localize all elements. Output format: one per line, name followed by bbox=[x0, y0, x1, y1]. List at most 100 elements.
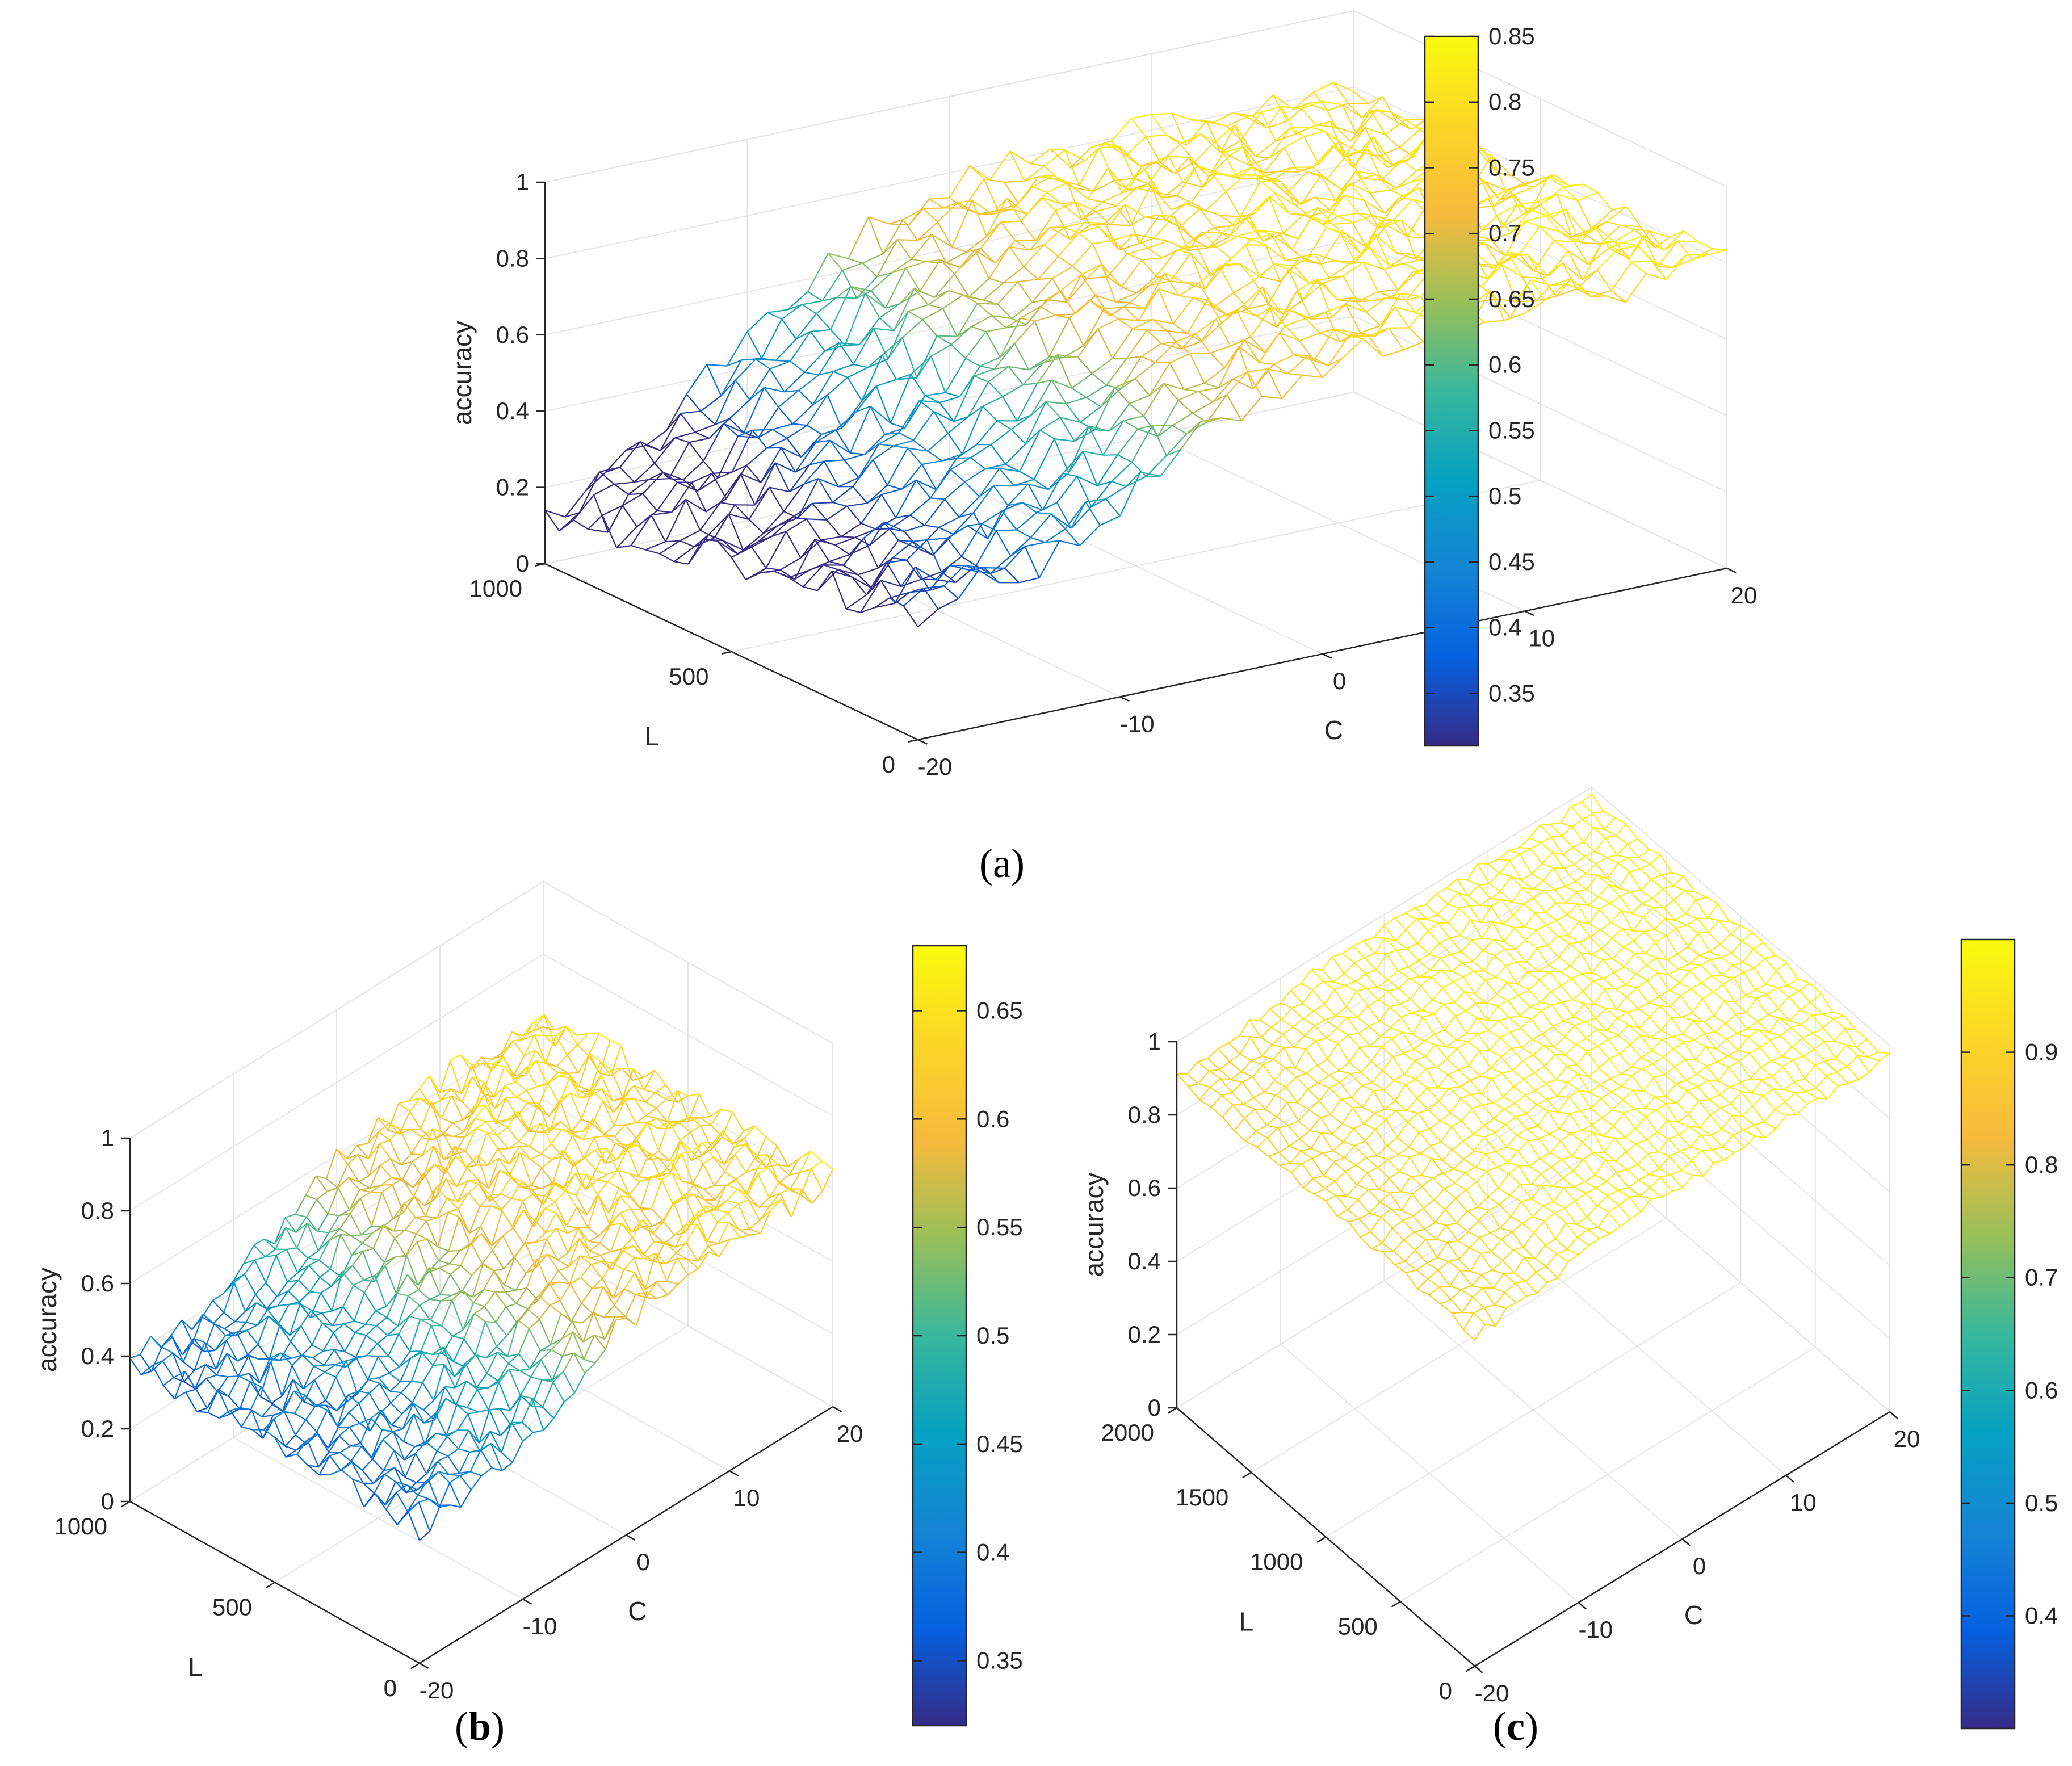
mesh-segment bbox=[1378, 1006, 1390, 1022]
mesh-segment bbox=[463, 1339, 476, 1356]
mesh-segment bbox=[1153, 237, 1168, 242]
mesh-segment bbox=[565, 1027, 578, 1046]
mesh-segment bbox=[416, 1220, 427, 1235]
mesh-segment bbox=[707, 1245, 720, 1257]
mesh-segment bbox=[1082, 451, 1098, 486]
mesh-segment bbox=[799, 1150, 811, 1159]
mesh-segment bbox=[346, 1357, 357, 1362]
mesh-segment bbox=[577, 1054, 590, 1073]
mesh-segment bbox=[1201, 318, 1217, 342]
mesh-segment bbox=[1269, 127, 1291, 158]
mesh-segment bbox=[395, 1481, 406, 1494]
mesh-segment bbox=[1043, 226, 1065, 245]
mesh-segment bbox=[430, 1101, 442, 1119]
mesh-segment bbox=[487, 1157, 500, 1166]
mesh-segment bbox=[1115, 205, 1131, 226]
mesh-segment bbox=[1456, 878, 1469, 897]
mesh-segment bbox=[988, 246, 1010, 279]
mesh-segment bbox=[1092, 373, 1107, 386]
mesh-segment bbox=[947, 416, 969, 434]
mesh-segment bbox=[786, 518, 807, 532]
mesh-segment bbox=[435, 1178, 447, 1188]
mesh-segment bbox=[556, 1228, 569, 1253]
mesh-segment bbox=[938, 598, 959, 610]
mesh-segment bbox=[1379, 155, 1394, 167]
mesh-segment bbox=[1363, 261, 1384, 270]
mesh-segment bbox=[1251, 233, 1272, 240]
mesh-segment bbox=[1109, 420, 1124, 432]
mesh-segment bbox=[1516, 200, 1537, 206]
mesh-segment bbox=[1009, 150, 1025, 182]
mesh-segment bbox=[451, 1095, 463, 1102]
mesh-segment bbox=[781, 318, 797, 339]
mesh-segment bbox=[249, 1381, 261, 1398]
mesh-segment bbox=[1490, 891, 1501, 899]
mesh-segment bbox=[417, 1479, 429, 1496]
mesh-segment bbox=[687, 1268, 699, 1276]
mesh-segment bbox=[976, 420, 998, 445]
mesh-segment bbox=[703, 460, 719, 479]
mesh-segment bbox=[1353, 91, 1369, 104]
mesh-segment bbox=[1338, 212, 1359, 217]
mesh-segment bbox=[471, 1475, 483, 1490]
mesh-segment bbox=[620, 1223, 633, 1238]
mesh-segment bbox=[1282, 299, 1303, 316]
mesh-segment bbox=[447, 1208, 459, 1213]
mesh-segment bbox=[658, 1158, 672, 1173]
mesh-segment bbox=[915, 567, 930, 591]
mesh-segment bbox=[1068, 451, 1084, 473]
colorbar-tick-label: 0.35 bbox=[1488, 679, 1535, 706]
mesh-segment bbox=[1325, 1015, 1336, 1021]
c-tick-mark bbox=[1119, 696, 1130, 702]
mesh-segment bbox=[448, 1216, 460, 1252]
mesh-segment bbox=[496, 1120, 508, 1129]
mesh-segment bbox=[1264, 1080, 1275, 1093]
grid-line-z bbox=[1176, 859, 1890, 1119]
mesh-segment bbox=[601, 1088, 614, 1113]
mesh-segment bbox=[770, 360, 791, 370]
mesh-segment bbox=[216, 1374, 228, 1378]
mesh-segment bbox=[265, 1255, 277, 1283]
mesh-segment bbox=[746, 465, 762, 483]
mesh-segment bbox=[497, 1148, 510, 1165]
mesh-segment bbox=[1372, 215, 1394, 221]
mesh-segment bbox=[599, 471, 615, 485]
mesh-segment bbox=[985, 463, 1006, 470]
mesh-segment bbox=[540, 1349, 552, 1360]
mesh-segment bbox=[1514, 186, 1535, 195]
mesh-segment bbox=[1268, 269, 1289, 305]
mesh-segment bbox=[408, 1088, 420, 1102]
mesh-segment bbox=[1039, 429, 1055, 440]
mesh-segment bbox=[810, 329, 831, 332]
mesh-segment bbox=[570, 1277, 581, 1285]
mesh-segment bbox=[780, 557, 801, 571]
mesh-segment bbox=[1202, 172, 1218, 188]
mesh-segment bbox=[1239, 263, 1260, 278]
mesh-segment bbox=[547, 1253, 559, 1272]
mesh-segment bbox=[685, 1223, 697, 1226]
mesh-segment bbox=[437, 1246, 449, 1252]
mesh-segment bbox=[1313, 1004, 1325, 1012]
mesh-segment bbox=[745, 572, 761, 581]
mesh-segment bbox=[613, 1289, 625, 1299]
mesh-segment bbox=[376, 1317, 388, 1327]
mesh-segment bbox=[1378, 289, 1399, 292]
mesh-segment bbox=[1119, 146, 1140, 167]
mesh-segment bbox=[1014, 321, 1035, 344]
mesh-segment bbox=[882, 337, 903, 356]
mesh-segment bbox=[1323, 980, 1335, 991]
mesh-segment bbox=[1240, 1060, 1252, 1072]
mesh-segment bbox=[1260, 181, 1276, 194]
mesh-segment bbox=[1247, 286, 1263, 309]
mesh-segment bbox=[1254, 1109, 1267, 1126]
mesh-segment bbox=[1290, 989, 1303, 1004]
mesh-segment bbox=[307, 1223, 319, 1251]
mesh-segment bbox=[329, 1455, 342, 1471]
mesh-segment bbox=[1199, 1099, 1212, 1108]
mesh-segment bbox=[787, 1157, 800, 1167]
mesh-segment bbox=[1046, 299, 1067, 303]
mesh-segment bbox=[322, 1322, 334, 1333]
mesh-segment bbox=[1043, 354, 1058, 363]
mesh-segment bbox=[1500, 876, 1512, 892]
mesh-segment bbox=[580, 1264, 592, 1278]
